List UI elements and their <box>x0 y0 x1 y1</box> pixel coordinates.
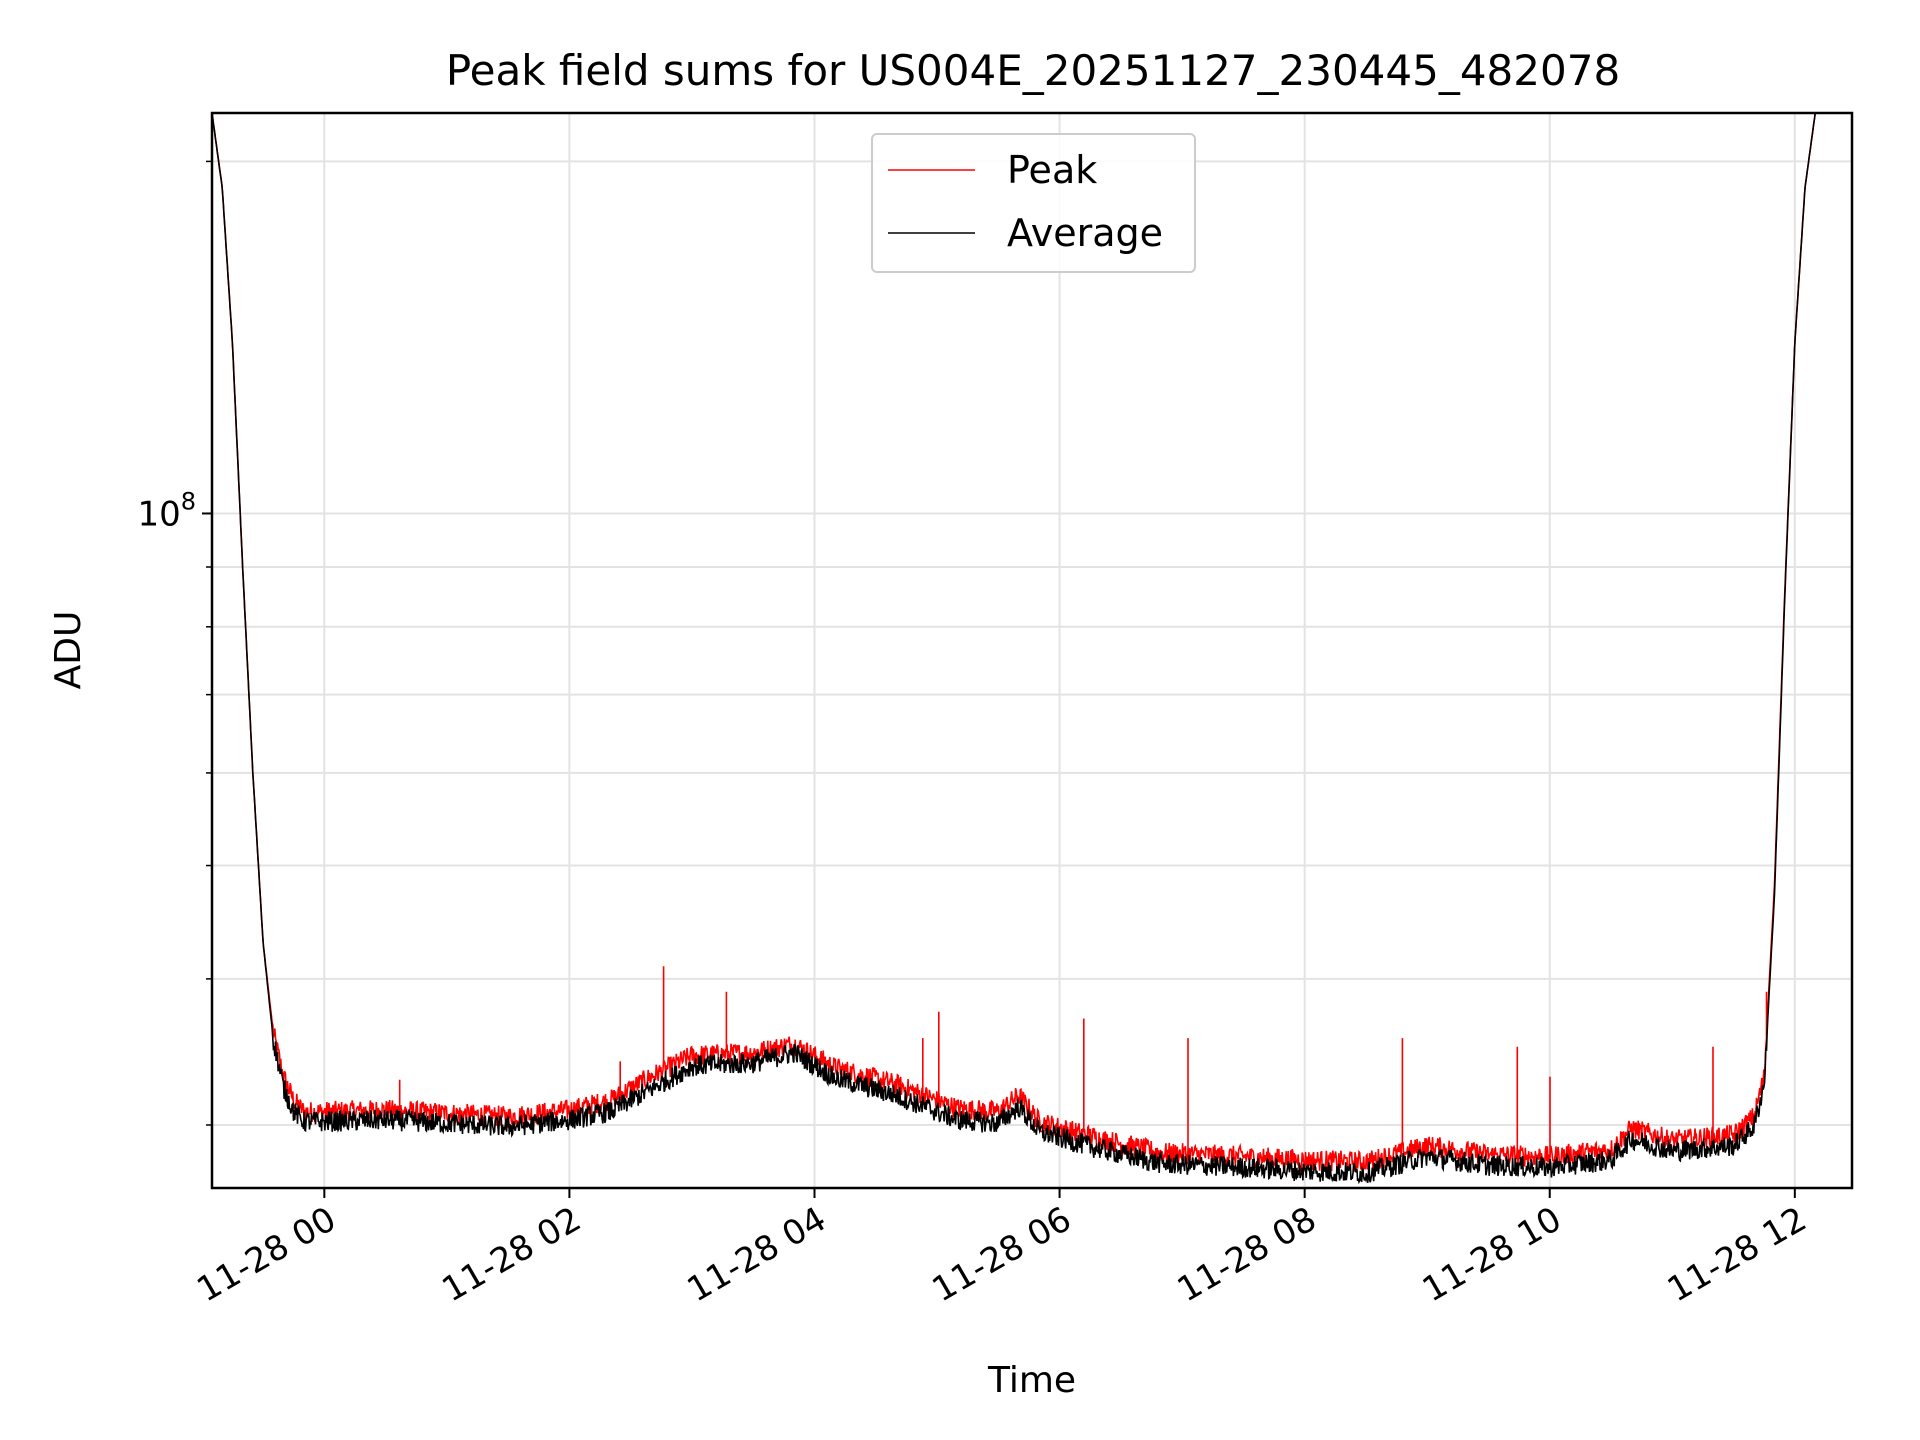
series-line-average <box>212 113 1816 1185</box>
legend-label-peak: Peak <box>1007 148 1097 192</box>
legend: Peak Average <box>871 133 1196 273</box>
plot-frame <box>210 111 1854 1190</box>
y-tick-label: 108 <box>137 487 196 534</box>
y-axis-label: ADU <box>48 611 89 690</box>
legend-box <box>871 133 1196 273</box>
x-axis-label: Time <box>987 1360 1076 1401</box>
legend-label-average: Average <box>1007 211 1163 255</box>
chart-title: Peak field sums for US004E_20251127_2304… <box>446 46 1620 95</box>
series-layer <box>212 113 1816 1185</box>
grid <box>212 113 1852 1188</box>
